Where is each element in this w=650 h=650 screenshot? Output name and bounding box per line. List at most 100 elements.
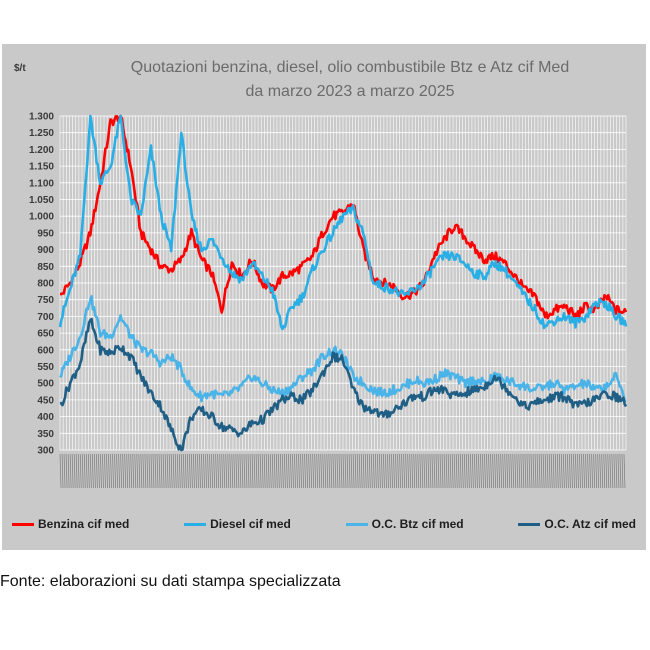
x-tick-mark — [548, 453, 551, 489]
x-tick-mark — [247, 453, 250, 489]
x-tick-mark — [322, 453, 325, 489]
x-tick-mark — [284, 453, 286, 489]
x-tick-mark — [508, 453, 511, 489]
x-tick-mark — [558, 453, 561, 489]
legend-swatch-oc-btz — [345, 522, 368, 526]
x-tick-mark — [178, 453, 181, 489]
x-tick-mark — [433, 453, 436, 489]
x-tick-mark — [312, 453, 315, 489]
chart-frame: $/t Quotazioni benzina, diesel, olio com… — [2, 44, 646, 550]
x-tick-mark — [534, 453, 537, 489]
x-tick-mark — [512, 453, 515, 489]
x-tick-mark — [597, 453, 600, 489]
x-tick-mark — [482, 453, 484, 489]
x-tick-mark — [411, 453, 414, 489]
x-tick-mark — [116, 453, 118, 489]
x-tick-mark — [138, 453, 141, 489]
x-tick-mark — [213, 453, 215, 489]
x-tick-mark — [187, 453, 189, 489]
x-tick-mark — [124, 453, 127, 489]
x-tick-mark — [552, 453, 555, 489]
x-tick-mark — [381, 453, 383, 489]
x-tick-mark — [383, 453, 385, 489]
x-tick-mark — [354, 453, 357, 489]
x-tick-mark — [575, 453, 577, 489]
x-tick-mark — [168, 453, 171, 489]
x-tick-mark — [108, 453, 110, 489]
x-tick-mark — [288, 453, 290, 489]
x-tick-mark — [203, 453, 205, 489]
x-tick-mark — [298, 453, 300, 489]
x-tick-mark — [587, 453, 589, 489]
x-tick-mark — [269, 453, 272, 489]
x-tick-mark — [530, 453, 533, 489]
x-tick-mark — [621, 453, 624, 489]
y-tick-label: 950 — [37, 228, 54, 239]
x-tick-mark — [96, 453, 98, 489]
x-tick-mark — [251, 453, 254, 489]
x-tick-mark — [221, 453, 224, 489]
x-tick-mark — [393, 453, 395, 489]
x-tick-mark — [526, 453, 529, 489]
x-tick-mark — [302, 453, 304, 489]
x-tick-mark — [372, 453, 375, 489]
x-tick-mark — [73, 453, 76, 489]
chart-title-line-1: Quotazioni benzina, diesel, olio combust… — [131, 59, 569, 76]
x-tick-mark — [211, 453, 213, 489]
x-tick-mark — [85, 453, 88, 489]
x-tick-mark — [358, 453, 361, 489]
x-tick-mark — [79, 453, 82, 489]
x-tick-mark — [279, 453, 282, 489]
x-tick-mark — [540, 453, 543, 489]
y-tick-label: 1.000 — [29, 212, 54, 223]
x-tick-mark — [467, 453, 470, 489]
legend-label-oc-btz: O.C. Btz cif med — [371, 517, 464, 531]
y-tick-label: 500 — [37, 379, 54, 390]
x-tick-mark — [126, 453, 129, 489]
x-tick-mark — [409, 453, 412, 489]
x-tick-mark — [189, 453, 191, 489]
x-tick-mark — [191, 453, 193, 489]
x-tick-mark — [75, 453, 78, 489]
x-tick-mark — [318, 453, 321, 489]
y-tick-label: 650 — [37, 329, 54, 340]
x-tick-mark — [387, 453, 389, 489]
legend-item-oc-btz: O.C. Btz cif med — [345, 517, 464, 531]
x-tick-mark — [554, 453, 557, 489]
x-tick-mark — [605, 453, 608, 489]
y-tick-label: 1.150 — [29, 162, 54, 173]
y-tick-label: 750 — [37, 295, 54, 306]
y-tick-label: 350 — [37, 429, 54, 440]
x-tick-mark — [453, 453, 456, 489]
x-tick-mark — [182, 453, 185, 489]
x-tick-mark — [61, 453, 64, 489]
series-layer — [58, 114, 628, 452]
x-tick-mark — [364, 453, 367, 489]
x-tick-mark — [569, 453, 571, 489]
x-tick-mark — [245, 453, 248, 489]
x-tick-mark — [611, 453, 614, 489]
x-tick-mark — [556, 453, 559, 489]
x-tick-mark — [405, 453, 408, 489]
x-tick-mark — [328, 453, 331, 489]
x-tick-mark — [571, 453, 573, 489]
x-tick-mark — [320, 453, 323, 489]
x-tick-mark — [524, 453, 527, 489]
x-tick-mark — [300, 453, 302, 489]
x-tick-mark — [615, 453, 618, 489]
x-tick-mark — [144, 453, 147, 489]
x-tick-mark — [427, 453, 430, 489]
x-tick-mark — [518, 453, 521, 489]
x-tick-mark — [231, 453, 234, 489]
x-tick-mark — [603, 453, 606, 489]
legend: Benzina cif med Diesel cif med O.C. Btz … — [12, 514, 636, 534]
series-line-2 — [58, 114, 628, 331]
x-tick-mark — [476, 453, 478, 489]
x-tick-mark — [229, 453, 232, 489]
x-tick-mark — [199, 453, 201, 489]
x-tick-mark — [431, 453, 434, 489]
x-tick-mark — [463, 453, 466, 489]
x-tick-mark — [219, 453, 222, 489]
x-tick-mark — [241, 453, 244, 489]
x-tick-mark — [292, 453, 294, 489]
